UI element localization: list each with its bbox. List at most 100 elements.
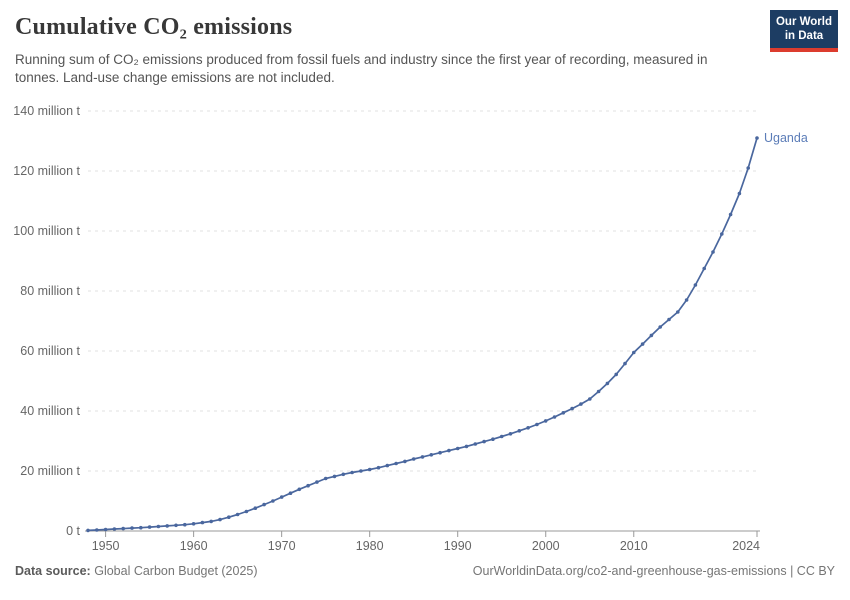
data-point — [614, 372, 618, 377]
data-point — [191, 522, 196, 526]
data-point — [711, 250, 715, 254]
data-point — [640, 342, 645, 346]
data-point — [632, 350, 636, 355]
data-point — [130, 526, 134, 530]
data-point — [227, 515, 231, 519]
data-point — [535, 422, 539, 427]
owid-logo: Our World in Data — [770, 10, 838, 52]
data-point — [411, 457, 416, 461]
data-point — [464, 444, 469, 449]
data-point — [429, 453, 434, 457]
data-point — [455, 446, 460, 451]
data-point — [755, 136, 759, 140]
y-axis-tick-label: 80 million t — [20, 284, 80, 298]
data-point — [693, 283, 698, 287]
entity-label-uganda: Uganda — [764, 131, 808, 145]
data-point — [218, 517, 222, 522]
chart-footer: Data source: Global Carbon Budget (2025)… — [15, 564, 835, 578]
data-point — [209, 519, 213, 524]
data-point — [200, 520, 205, 525]
data-point — [420, 455, 425, 459]
data-point — [579, 402, 583, 406]
data-point — [86, 528, 90, 533]
page-title: Cumulative CO₂ emissions — [15, 14, 293, 40]
data-point — [702, 266, 706, 271]
y-axis-tick-label: 40 million t — [20, 404, 80, 418]
data-point — [667, 317, 671, 322]
x-axis-tick-label: 2010 — [620, 539, 648, 553]
x-axis-tick-label: 1990 — [444, 539, 472, 553]
data-point — [306, 483, 310, 488]
data-point — [649, 333, 654, 338]
data-point — [174, 523, 178, 528]
data-point — [253, 506, 258, 511]
data-point — [403, 459, 407, 464]
y-axis-tick-label: 100 million t — [13, 224, 80, 238]
data-point — [473, 442, 478, 446]
x-axis-tick-label: 1970 — [268, 539, 296, 553]
data-point — [508, 432, 513, 436]
data-point — [376, 465, 381, 470]
data-point — [367, 467, 372, 472]
chart-subtitle: Running sum of CO₂ emissions produced fr… — [15, 52, 708, 86]
x-axis-tick-label: 2024 — [732, 539, 760, 553]
data-point — [720, 232, 724, 236]
y-axis-tick-label: 120 million t — [13, 164, 80, 178]
data-point — [438, 450, 442, 455]
credit-line: OurWorldinData.org/co2-and-greenhouse-ga… — [472, 564, 835, 578]
data-point — [156, 524, 161, 529]
y-axis-tick-label: 140 million t — [13, 104, 80, 118]
data-point — [332, 474, 337, 479]
owid-logo-line2: in Data — [784, 30, 824, 43]
data-point — [728, 212, 733, 217]
data-point — [323, 476, 328, 481]
data-point — [676, 310, 680, 314]
data-point — [482, 439, 486, 444]
data-point — [588, 397, 592, 401]
data-point — [95, 528, 99, 532]
x-axis-tick-label: 1960 — [180, 539, 208, 553]
y-axis-tick-label: 60 million t — [20, 344, 80, 358]
data-point — [499, 434, 504, 439]
data-source-value: Global Carbon Budget (2025) — [94, 564, 258, 578]
data-point — [684, 298, 689, 302]
data-source-label: Data source: — [15, 564, 91, 578]
data-point — [262, 502, 266, 507]
data-point — [543, 419, 548, 423]
data-point — [526, 426, 530, 430]
data-point — [165, 524, 169, 528]
data-point — [271, 499, 275, 503]
data-point — [112, 527, 117, 531]
data-point — [279, 495, 284, 499]
x-axis-tick-label: 1980 — [356, 539, 384, 553]
data-point — [596, 389, 601, 394]
data-point — [297, 487, 302, 492]
data-point — [359, 469, 363, 473]
data-point — [552, 415, 557, 419]
data-source: Data source: Global Carbon Budget (2025) — [15, 564, 258, 578]
data-line-uganda — [87, 137, 758, 532]
data-point — [147, 525, 152, 529]
data-point — [517, 429, 522, 433]
data-point — [737, 191, 742, 196]
data-point — [103, 527, 108, 532]
data-point — [623, 361, 627, 366]
data-point — [385, 463, 390, 468]
data-point — [605, 381, 610, 386]
data-point — [394, 461, 398, 466]
data-point — [570, 406, 574, 411]
y-axis-tick-label: 20 million t — [20, 464, 80, 478]
data-point — [561, 411, 566, 415]
data-point — [658, 325, 662, 329]
x-axis-tick-label: 2000 — [532, 539, 560, 553]
data-point — [341, 472, 346, 477]
data-point — [235, 512, 240, 517]
data-point — [288, 491, 293, 496]
y-axis-tick-label: 0 t — [66, 524, 80, 538]
data-point — [315, 480, 319, 484]
owid-logo-line1: Our World — [775, 16, 832, 28]
x-axis-tick-label: 1950 — [92, 539, 120, 553]
data-point — [447, 448, 451, 453]
